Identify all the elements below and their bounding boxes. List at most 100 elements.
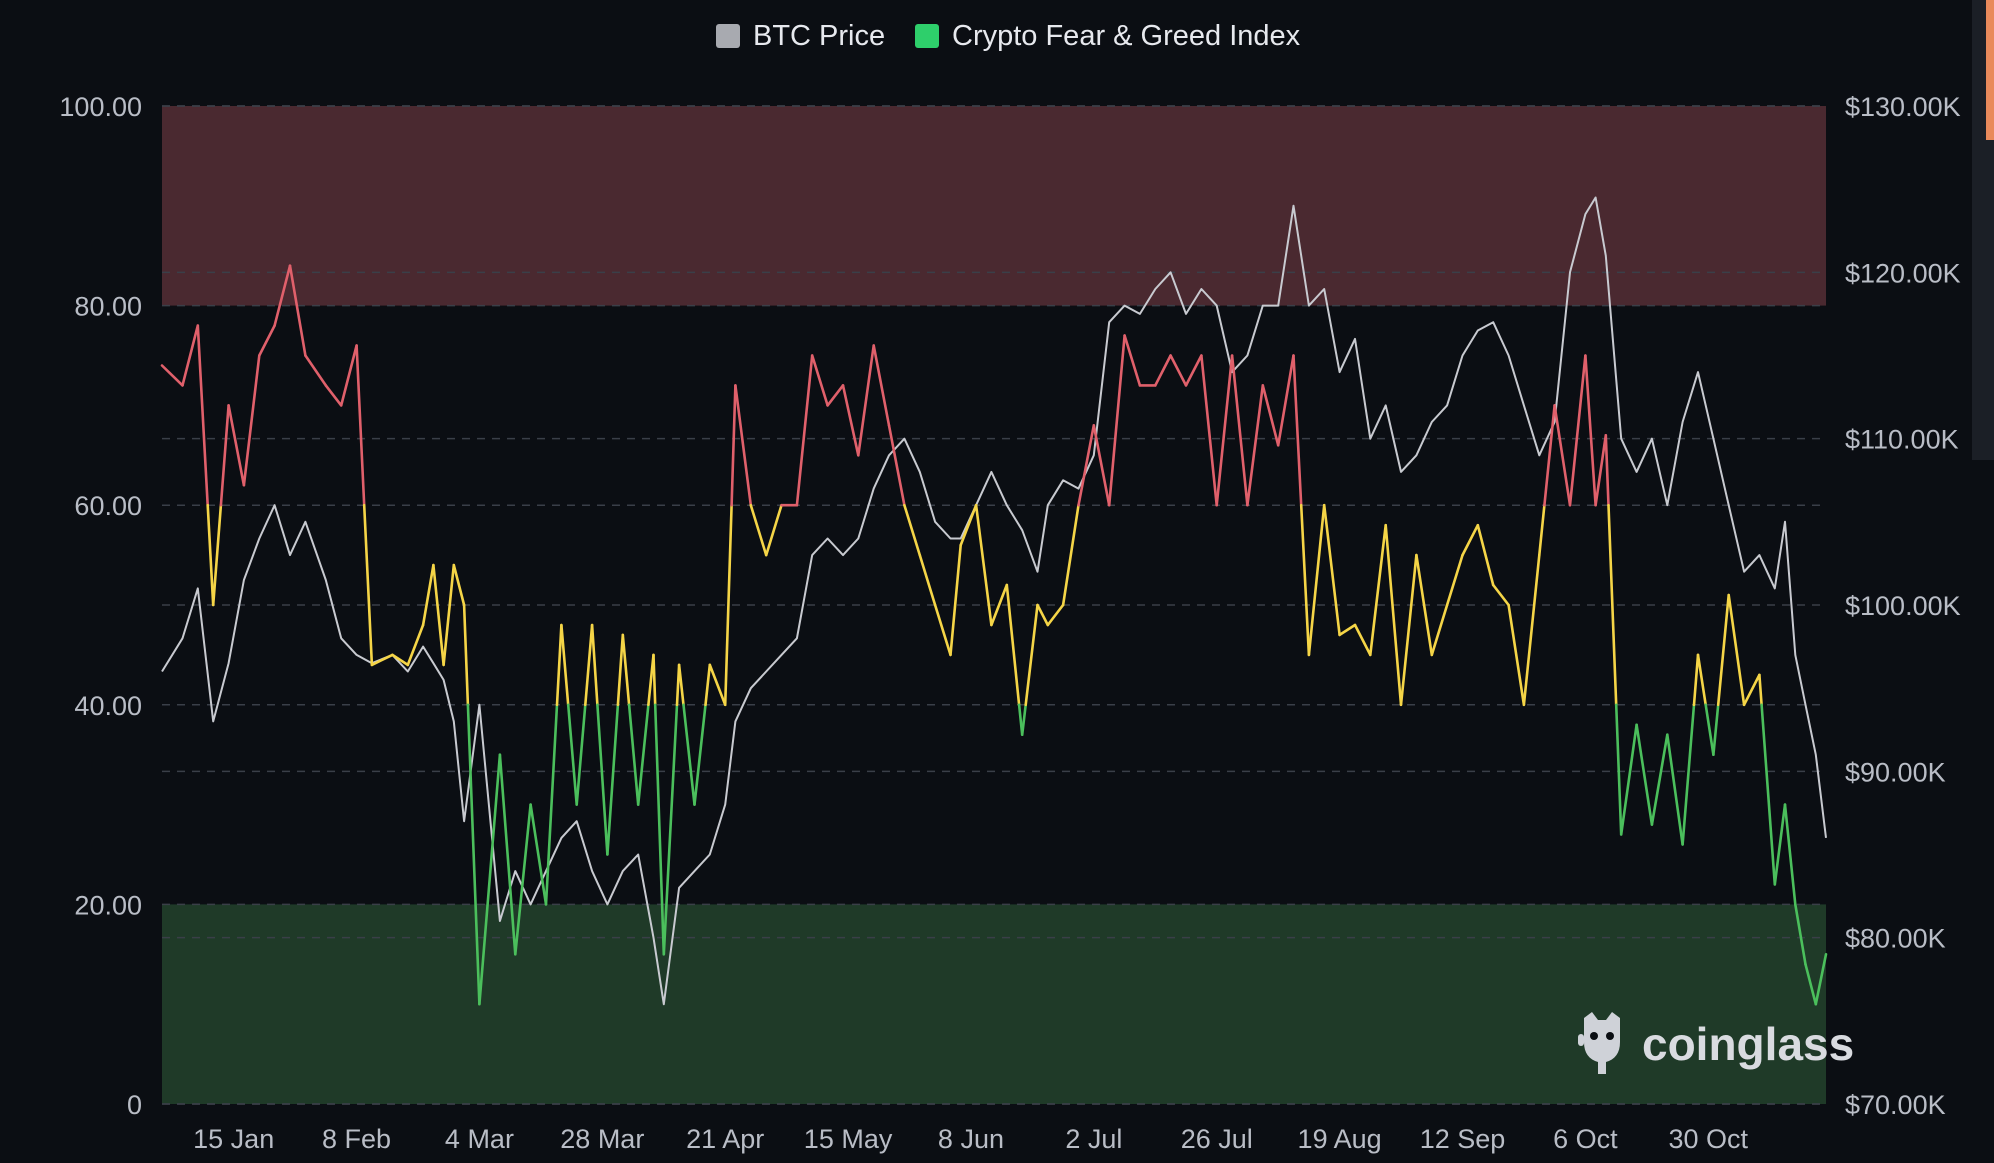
fgi-line-segment bbox=[288, 264, 307, 357]
fgi-line-segment bbox=[1299, 503, 1311, 657]
fgi-line-segment bbox=[1783, 803, 1797, 906]
right-tick-label: $80.00K bbox=[1845, 924, 1946, 954]
fgi-line-segment bbox=[1005, 583, 1021, 707]
fgi-line-segment bbox=[432, 563, 445, 667]
fgi-line-segment bbox=[242, 354, 261, 487]
fgi-line-segment bbox=[1538, 503, 1546, 557]
fgi-line-segment bbox=[1061, 503, 1080, 607]
scrollbar-thumb[interactable] bbox=[1986, 0, 1994, 140]
fgi-line-segment bbox=[1476, 523, 1495, 587]
btc-price-line bbox=[161, 196, 1827, 1006]
fgi-line-segment bbox=[990, 583, 1009, 627]
fgi-line-segment bbox=[257, 324, 276, 357]
fgi-line-segment bbox=[1384, 523, 1403, 707]
fgi-line-segment bbox=[1594, 433, 1608, 507]
fgi-line-segment bbox=[621, 633, 631, 707]
watermark-text: coinglass bbox=[1642, 1018, 1854, 1070]
fgi-line-segment bbox=[1230, 354, 1249, 507]
fgi-line-segment bbox=[764, 503, 783, 557]
fgi-line-segment bbox=[795, 354, 814, 507]
fgi-line-segment bbox=[1553, 404, 1572, 507]
fgi-line-segment bbox=[1307, 503, 1326, 657]
fgi-line-segment bbox=[682, 703, 696, 806]
fgi-line-segment bbox=[723, 503, 733, 707]
fgi-line-segment bbox=[544, 703, 559, 906]
right-tick-label: $110.00K bbox=[1845, 425, 1959, 455]
fgi-line-segment bbox=[391, 653, 410, 667]
fgi-line-segment bbox=[933, 603, 952, 657]
fgi-line-segment bbox=[1415, 553, 1434, 657]
left-tick-label: 0 bbox=[127, 1090, 142, 1120]
x-tick-label: 2 Jul bbox=[1065, 1124, 1122, 1154]
fgi-line-segment bbox=[1020, 703, 1027, 737]
fgi-line-segment bbox=[1123, 334, 1142, 387]
fgi-line-segment bbox=[1491, 583, 1510, 607]
fgi-line-segment bbox=[1399, 553, 1418, 707]
fgi-line-segment bbox=[160, 364, 184, 387]
fgi-line-segment bbox=[662, 703, 679, 956]
fgi-line-segment bbox=[1092, 424, 1111, 507]
left-tick-label: 100.00 bbox=[59, 92, 142, 122]
fgi-line-segment bbox=[1742, 673, 1761, 707]
fgi-line-segment bbox=[1215, 354, 1234, 507]
fgi-line-segment bbox=[1614, 703, 1623, 836]
fgi-line-segment bbox=[1773, 803, 1787, 886]
fgi-line-segment bbox=[1107, 334, 1126, 507]
fgi-line-segment bbox=[452, 563, 466, 607]
fgi-line-segment bbox=[355, 344, 366, 507]
fgi-line-segment bbox=[872, 344, 891, 427]
grid-lines bbox=[162, 105, 1826, 1105]
fgi-line-segment bbox=[575, 703, 587, 806]
fgi-line-segment bbox=[606, 703, 620, 856]
right-y-axis: $70.00K $80.00K $90.00K $100.00K $110.00K $12… bbox=[1845, 92, 1961, 1120]
legend-item-btc[interactable]: BTC Price bbox=[716, 20, 885, 52]
legend[interactable]: BTC Price Crypto Fear & Greed Index bbox=[716, 20, 1301, 52]
fgi-line-segment bbox=[1619, 723, 1638, 836]
fgi-line-segment bbox=[1704, 703, 1715, 757]
fgi-line-segment bbox=[652, 653, 657, 707]
fgi-line-segment bbox=[1727, 593, 1746, 707]
fgi-line-segment bbox=[636, 703, 650, 806]
fgi-line-segment bbox=[1353, 623, 1372, 657]
left-tick-label: 20.00 bbox=[74, 890, 142, 920]
fgi-line-segment bbox=[1369, 523, 1387, 657]
left-tick-label: 60.00 bbox=[74, 491, 142, 521]
fgi-line-segment bbox=[1794, 903, 1807, 966]
fgi-line-segment bbox=[1184, 354, 1203, 387]
legend-swatch-fgi bbox=[915, 24, 939, 48]
fgi-line-segment bbox=[1692, 653, 1700, 707]
fgi-line-segment bbox=[566, 703, 579, 806]
x-tick-label: 21 Apr bbox=[686, 1124, 764, 1154]
fear-greed-series bbox=[160, 264, 1828, 1006]
fgi-line-segment bbox=[596, 703, 609, 856]
fgi-line-segment bbox=[1036, 603, 1050, 627]
fgi-line-segment bbox=[810, 354, 829, 407]
fgi-line-segment bbox=[1338, 623, 1357, 637]
fgi-line-segment bbox=[1716, 593, 1730, 707]
fgi-line-segment bbox=[1584, 354, 1597, 507]
x-tick-label: 15 Jan bbox=[193, 1124, 274, 1154]
left-tick-label: 80.00 bbox=[74, 292, 142, 322]
fgi-line-segment bbox=[211, 503, 223, 607]
fgi-line-segment bbox=[421, 563, 435, 627]
left-tick-label: 40.00 bbox=[74, 691, 142, 721]
fgi-line-segment bbox=[1604, 433, 1610, 507]
fgi-line-segment bbox=[1804, 962, 1818, 1006]
fgi-line-segment bbox=[206, 503, 215, 607]
scrollbar-track[interactable] bbox=[1972, 0, 1994, 460]
fgi-line-segment bbox=[196, 324, 209, 507]
legend-item-fgi[interactable]: Crypto Fear & Greed Index bbox=[915, 20, 1301, 52]
fgi-line-segment bbox=[856, 344, 876, 457]
watermark: coinglass bbox=[1578, 1012, 1854, 1074]
legend-label-fgi: Crypto Fear & Greed Index bbox=[952, 20, 1301, 52]
x-tick-label: 26 Jul bbox=[1181, 1124, 1253, 1154]
fgi-line-segment bbox=[1077, 424, 1096, 507]
fgi-line-segment bbox=[324, 384, 343, 407]
fgi-line-segment bbox=[1635, 723, 1654, 826]
fgi-line-segment bbox=[734, 384, 753, 507]
fgi-line-segment bbox=[462, 603, 470, 707]
fgi-line-segment bbox=[498, 753, 517, 956]
fgi-line-segment bbox=[1169, 354, 1188, 387]
